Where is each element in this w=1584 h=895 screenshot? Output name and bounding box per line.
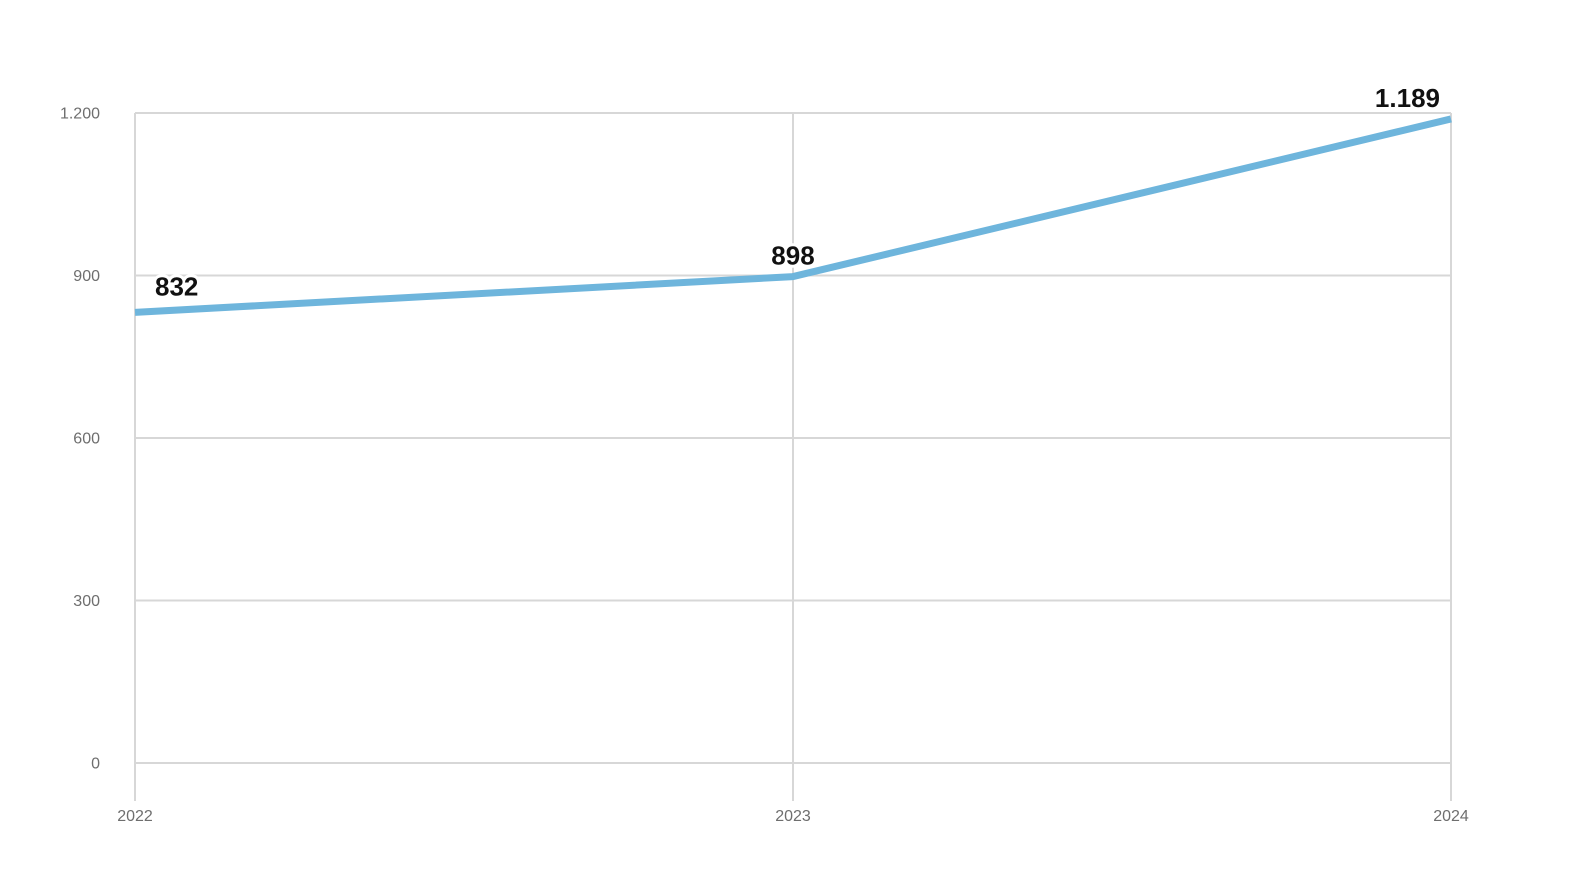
data-label: 1.189 [1375, 83, 1440, 113]
y-tick-label: 0 [91, 756, 100, 773]
data-label: 832 [155, 271, 198, 301]
y-tick-label: 600 [73, 431, 100, 448]
x-tick-label: 2023 [775, 808, 811, 825]
x-tick-label: 2024 [1433, 808, 1469, 825]
y-tick-label: 1.200 [60, 106, 100, 123]
x-tick-label: 2022 [117, 808, 153, 825]
y-tick-label: 900 [73, 268, 100, 285]
data-label: 898 [771, 241, 814, 271]
y-tick-label: 300 [73, 593, 100, 610]
series-line [134, 115, 1452, 316]
